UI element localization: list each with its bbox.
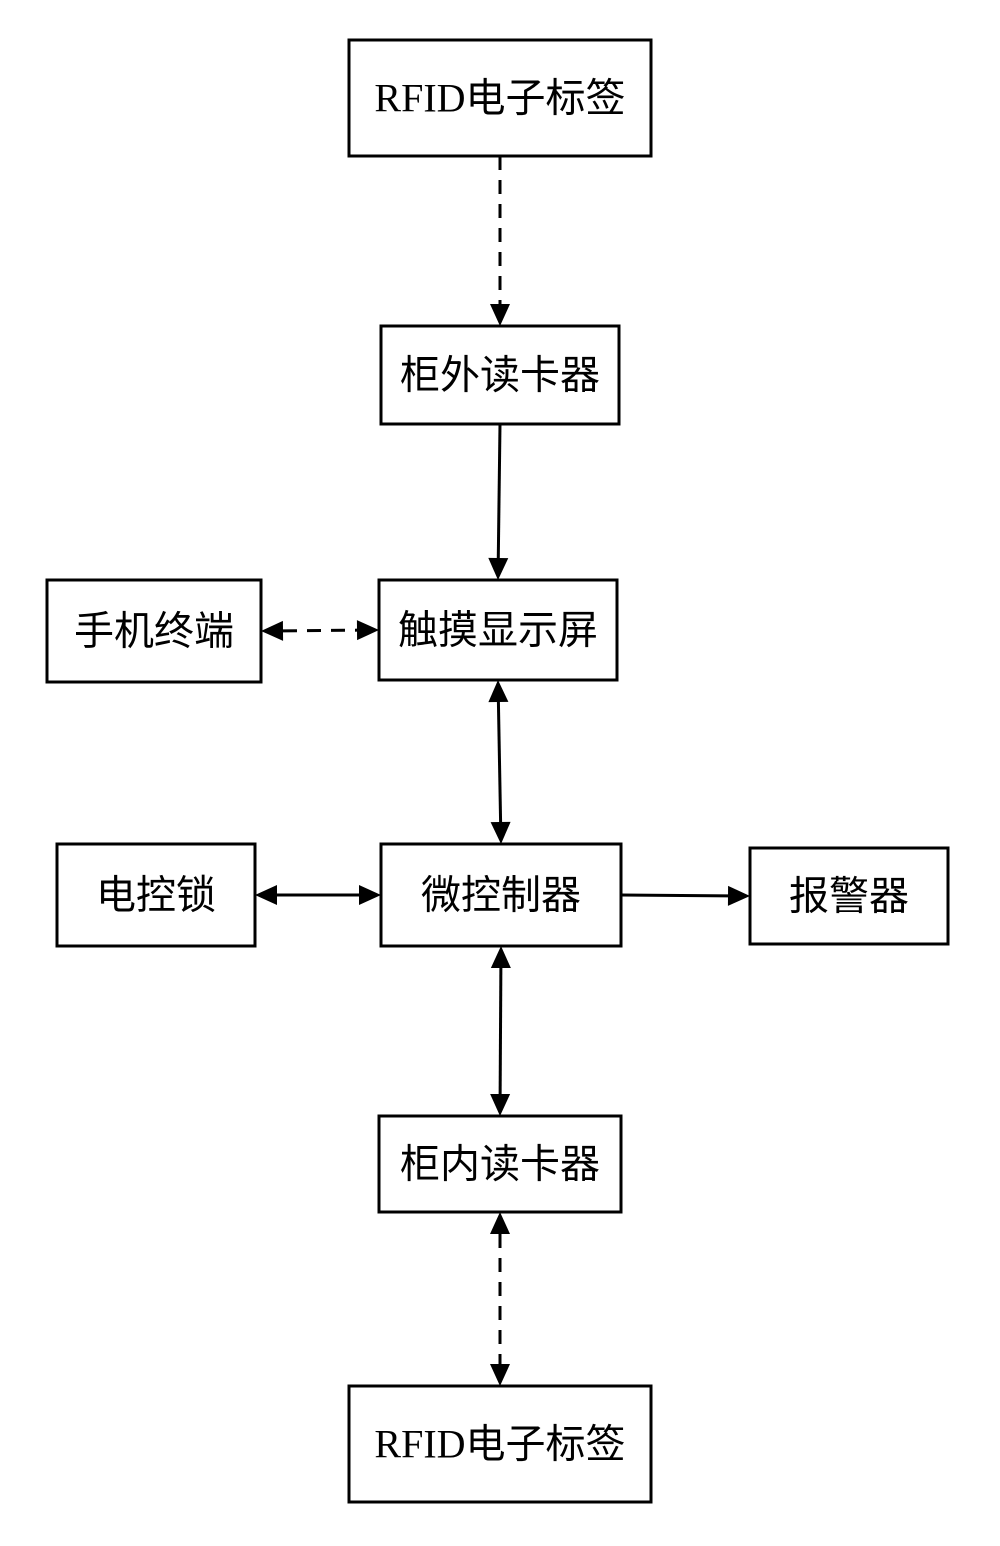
node-label: RFID电子标签	[374, 1422, 625, 1467]
node-label: RFID电子标签	[374, 76, 625, 121]
edge-mcu-reader-in	[500, 968, 501, 1094]
flowchart-canvas: RFID电子标签柜外读卡器手机终端 触摸显示屏电控锁 微控制器 报警器柜内读卡器 RFI…	[0, 0, 1000, 1546]
node-phone: 手机终端	[47, 580, 261, 682]
edge-touch-mcu	[498, 702, 500, 822]
node-label: 电控锁	[96, 873, 216, 918]
edge-reader-out-touch	[498, 424, 500, 558]
node-label: 微控制器	[421, 873, 581, 918]
node-rfid-top: RFID电子标签	[349, 40, 651, 156]
node-reader-in: 柜内读卡器	[379, 1116, 621, 1212]
edge-mcu-alarm	[621, 895, 728, 896]
node-label: 报警器	[789, 874, 909, 919]
node-label: 触摸显示屏	[398, 608, 598, 653]
node-label: 柜外读卡器	[400, 353, 600, 398]
node-reader-out: 柜外读卡器	[381, 326, 619, 424]
node-label: 柜内读卡器	[400, 1142, 600, 1187]
edge-phone-touch	[283, 630, 357, 631]
node-rfid-bottom: RFID电子标签	[349, 1386, 651, 1502]
node-label: 手机终端	[74, 609, 234, 654]
node-mcu: 微控制器	[381, 844, 621, 946]
node-touch: 触摸显示屏	[379, 580, 617, 680]
node-lock: 电控锁	[57, 844, 255, 946]
node-alarm: 报警器	[750, 848, 948, 944]
